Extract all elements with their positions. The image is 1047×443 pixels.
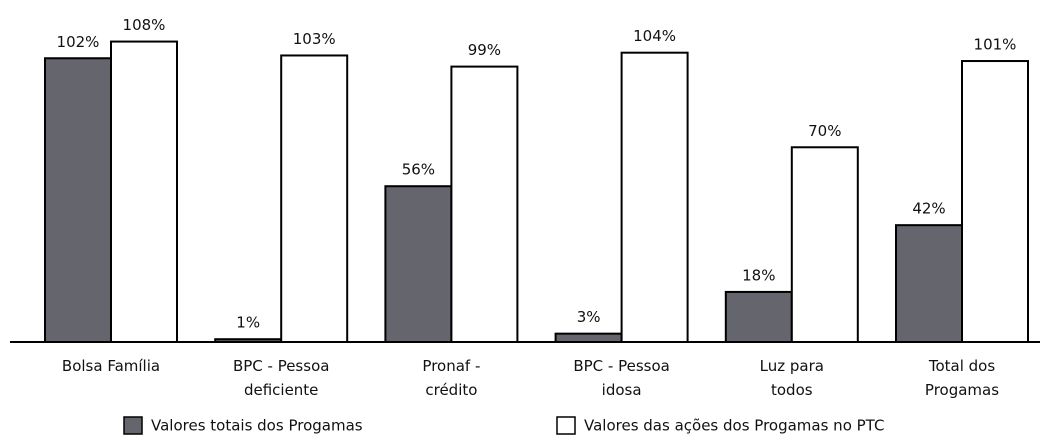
x-tick-label-line: Total dos	[928, 357, 995, 375]
x-tick-label-line: BPC - Pessoa	[573, 357, 670, 375]
x-tick-label-line: crédito	[425, 381, 477, 399]
x-tick-label-line: Progamas	[925, 381, 999, 399]
data-label: 70%	[808, 122, 841, 140]
data-label: 108%	[123, 16, 166, 34]
data-label: 103%	[293, 30, 336, 48]
legend-label: Valores das ações dos Progamas no PTC	[584, 417, 884, 435]
bar	[790, 146, 859, 343]
x-tick-label: Pronaf - crédito	[422, 357, 480, 399]
data-label: 42%	[912, 200, 945, 218]
bar	[44, 57, 112, 343]
x-tick-label-line: deficiente	[244, 381, 318, 399]
legend-swatch	[123, 416, 143, 435]
x-tick-label: Luz para todos	[760, 357, 824, 399]
data-label: 3%	[577, 308, 601, 326]
data-label: 104%	[633, 27, 676, 45]
x-tick-label-line: Luz para	[760, 357, 824, 375]
data-label: 1%	[236, 314, 260, 332]
bar	[724, 290, 793, 344]
legend-swatch	[556, 416, 576, 435]
x-tick-label-line: Pronaf -	[422, 357, 480, 375]
bar	[554, 332, 623, 343]
data-label: 18%	[742, 266, 775, 284]
bar	[110, 40, 178, 344]
x-tick-label: Bolsa Família	[62, 357, 160, 375]
bar	[961, 60, 1029, 343]
data-label: 99%	[468, 41, 501, 59]
x-tick-label-line: idosa	[602, 381, 642, 399]
x-tick-label-line: todos	[771, 381, 813, 399]
bar	[384, 185, 453, 343]
bar	[450, 65, 519, 343]
x-tick-label-line: BPC - Pessoa	[233, 357, 330, 375]
data-label: 101%	[974, 36, 1017, 54]
x-tick-label: BPC - Pessoa deficiente	[233, 357, 330, 399]
bar	[280, 54, 349, 344]
data-label: 56%	[402, 161, 435, 179]
x-tick-label-line: Bolsa Família	[62, 357, 160, 375]
data-label: 102%	[57, 33, 100, 51]
x-tick-label: BPC - Pessoa idosa	[573, 357, 670, 399]
bar	[895, 224, 963, 343]
bar	[620, 51, 689, 343]
legend-label: Valores totais dos Progamas	[151, 417, 363, 435]
x-tick-label: Total dos Progamas	[925, 357, 999, 399]
